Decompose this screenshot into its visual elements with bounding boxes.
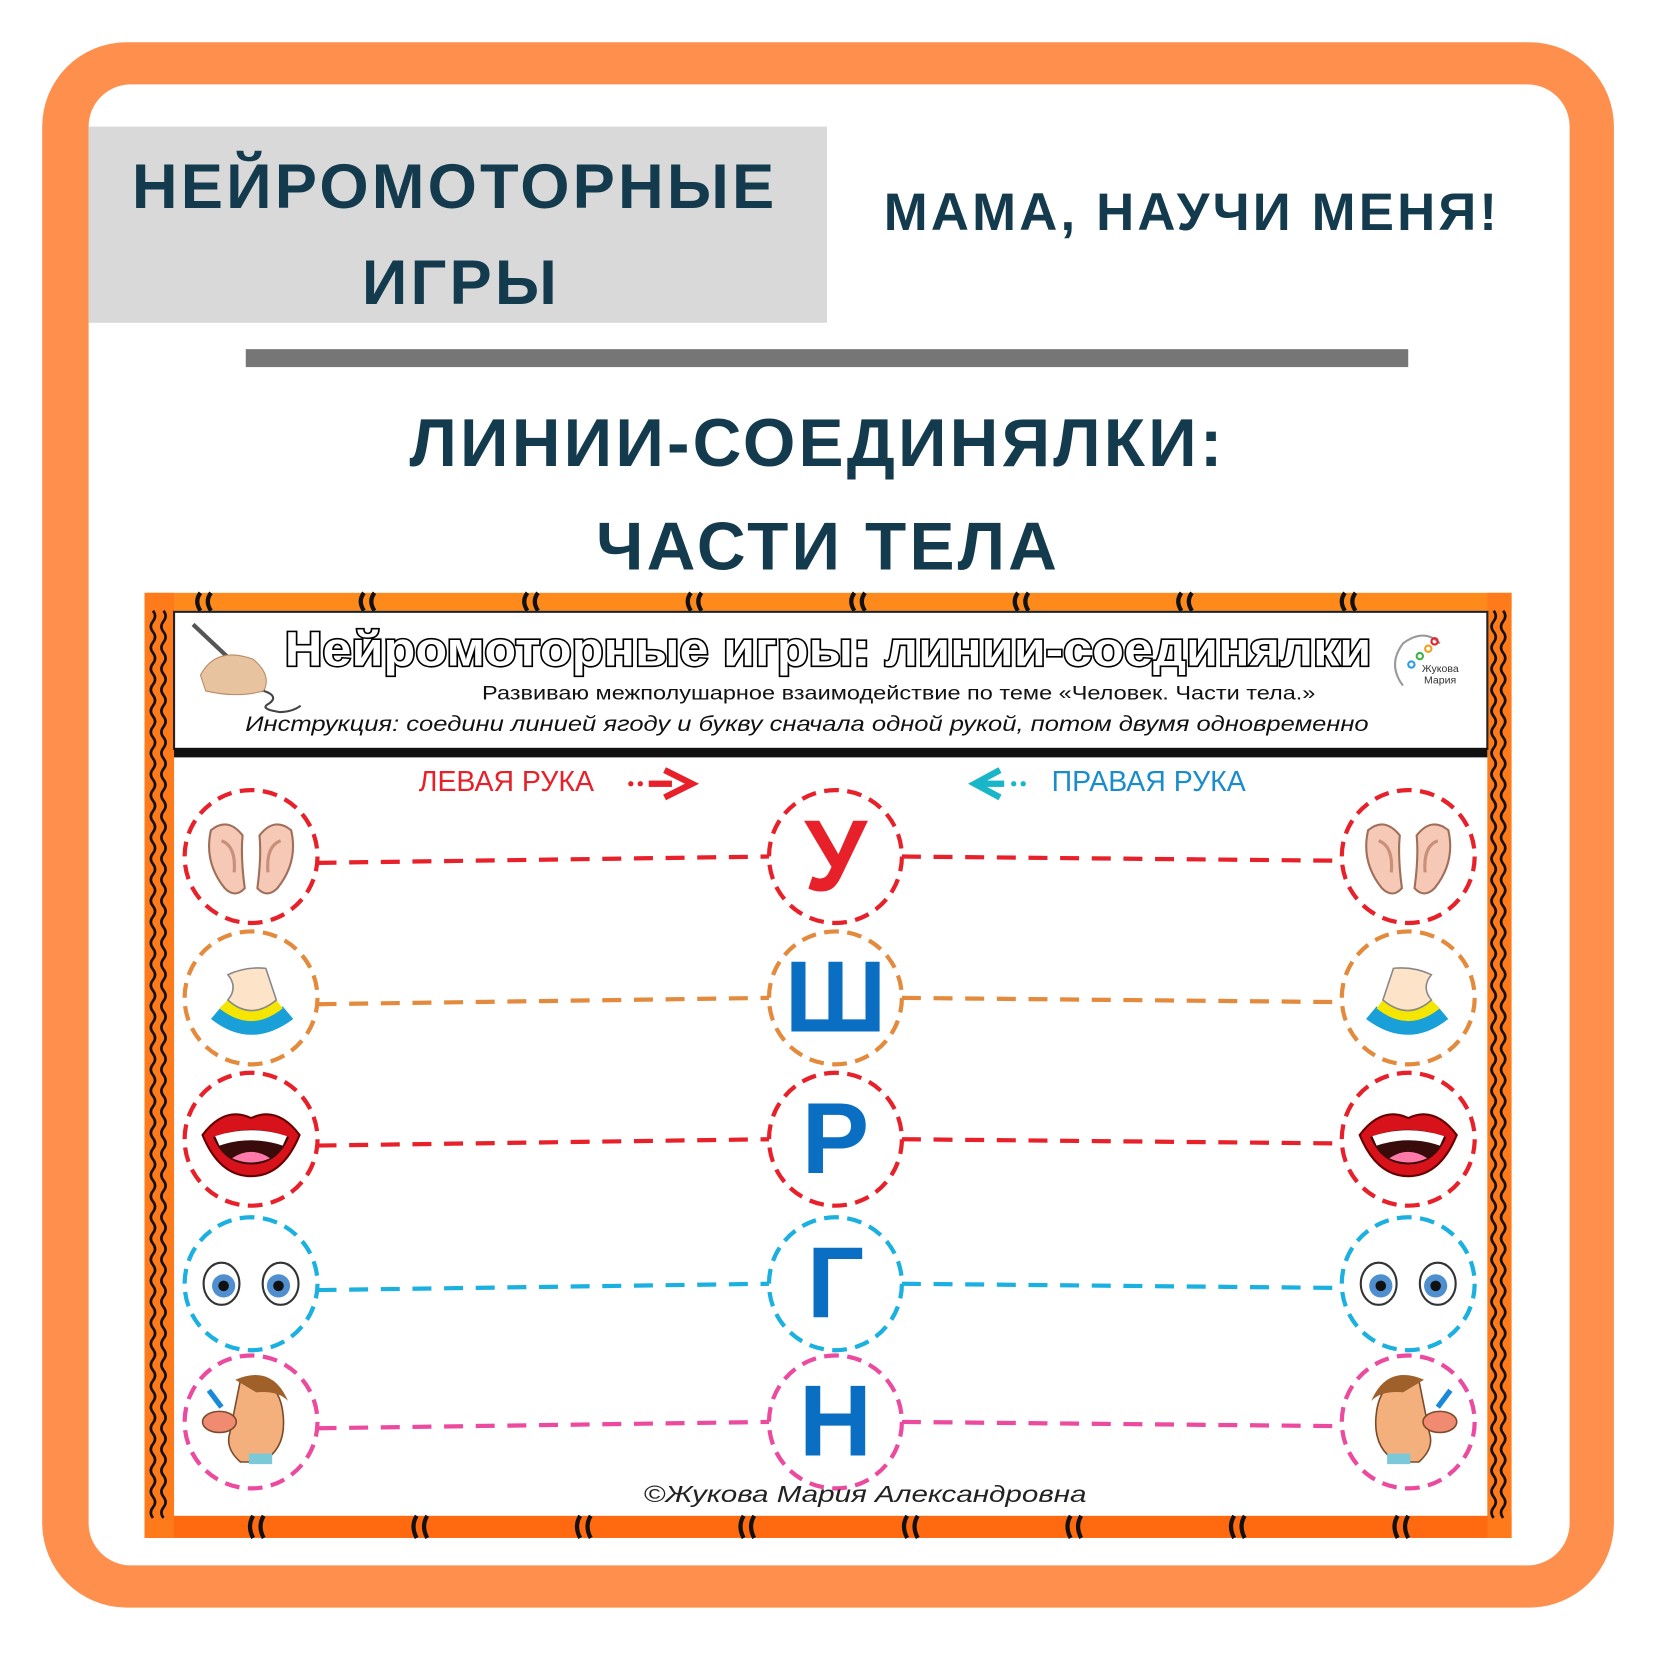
series-title-line2: ИГРЫ	[362, 248, 560, 318]
matching-row: Ш	[182, 929, 1477, 1067]
worksheet-subtitle: Развиваю межполушарное взаимодействие по…	[482, 683, 1315, 704]
nose-picture-icon	[1371, 1374, 1458, 1465]
border-stripe	[849, 591, 867, 612]
border-stripe	[1339, 591, 1358, 612]
border-stripe	[1228, 1514, 1247, 1539]
letter-circle[interactable]	[766, 1070, 905, 1208]
right-dashed-line[interactable]	[901, 854, 1342, 863]
left-border-band	[144, 592, 175, 1538]
letter-circle[interactable]	[766, 1215, 905, 1353]
left-dashed-line[interactable]	[317, 1419, 770, 1431]
worksheet-image: Нейромоторные игры: линии-соединялки Раз…	[144, 591, 1512, 1539]
right-picture-circle[interactable]	[1339, 1215, 1477, 1353]
eyes-picture-icon	[202, 1261, 300, 1306]
right-dashed-line[interactable]	[901, 995, 1342, 1005]
matching-row: Р	[182, 1070, 1477, 1208]
worksheet-header-panel	[172, 610, 1489, 750]
logo-text-2: Мария	[1424, 675, 1456, 687]
border-stripe	[1392, 1514, 1411, 1539]
right-hand-label: ПРАВАЯ РУКА	[1052, 766, 1246, 798]
left-dashed-line[interactable]	[317, 995, 770, 1007]
border-stripe	[411, 1514, 430, 1539]
letter: У	[804, 799, 868, 912]
matching-row: Г	[182, 1215, 1477, 1353]
left-dashed-line[interactable]	[317, 1137, 770, 1148]
neck-picture-icon	[1366, 967, 1449, 1035]
right-dashed-line[interactable]	[901, 1137, 1342, 1146]
divider	[245, 349, 1409, 368]
letter: Н	[799, 1365, 872, 1478]
border-wavy-line	[1499, 609, 1507, 1519]
left-picture-circle[interactable]	[182, 787, 320, 926]
border-stripe	[522, 591, 540, 612]
border-stripe	[195, 591, 213, 612]
right-dashed-line[interactable]	[901, 1419, 1342, 1429]
letter-circle[interactable]	[766, 929, 905, 1067]
border-stripe	[1012, 591, 1031, 612]
page-title-line2: ЧАСТИ ТЕЛА	[596, 510, 1060, 585]
letter-circle[interactable]	[766, 787, 905, 926]
letter-circle[interactable]	[766, 1353, 905, 1491]
eyes-picture-icon	[1359, 1261, 1457, 1306]
letter: Р	[802, 1082, 870, 1195]
neck-picture-icon	[210, 967, 294, 1035]
right-dashed-line[interactable]	[901, 1281, 1342, 1291]
mouth-picture-icon	[1358, 1113, 1458, 1178]
border-stripe	[247, 1514, 266, 1539]
logo-text-1: Жукова	[1422, 663, 1459, 675]
matching-row: У	[182, 787, 1477, 926]
border-stripe	[901, 1514, 920, 1539]
border-stripe	[1176, 591, 1194, 612]
border-wavy-line	[1490, 609, 1498, 1519]
worksheet-instruction: Инструкция: соедини линией ягоду и букву…	[245, 713, 1369, 736]
matching-row: Н	[182, 1353, 1477, 1491]
right-arrow-icon	[628, 767, 700, 801]
border-stripe	[358, 591, 377, 612]
nose-picture-icon	[201, 1374, 288, 1465]
border-wavy-line	[160, 609, 167, 1519]
author-logo: Жукова Мария	[1393, 634, 1459, 687]
top-border-band	[144, 592, 1512, 611]
page-title-line1: ЛИНИИ-СОЕДИНЯЛКИ:	[410, 406, 1226, 481]
slogan: МАМА, НАУЧИ МЕНЯ!	[884, 183, 1500, 242]
worksheet-title: Нейромоторные игры: линии-соединялки	[285, 623, 1371, 677]
left-picture-circle[interactable]	[182, 1215, 320, 1353]
left-arrow-icon	[968, 767, 1026, 801]
series-box	[88, 126, 828, 323]
copyright: ©Жукова Мария Александровна	[643, 1481, 1086, 1507]
border-stripe	[738, 1514, 757, 1539]
hand-pen-icon	[191, 622, 302, 714]
series-title-line1: НЕЙРОМОТОРНЫЕ	[132, 151, 777, 222]
border-wavy-line	[149, 609, 157, 1519]
letter: Ш	[785, 941, 887, 1054]
worksheet-border	[144, 591, 1512, 1539]
border-stripe	[574, 1514, 593, 1539]
mouth-picture-icon	[201, 1113, 301, 1178]
left-dashed-line[interactable]	[317, 1281, 770, 1293]
ears-picture-icon	[1365, 823, 1452, 895]
ears-picture-icon	[208, 823, 295, 895]
left-hand-label: ЛЕВАЯ РУКА	[419, 766, 594, 798]
bottom-border-band	[144, 1515, 1512, 1538]
header-black-line	[174, 747, 1488, 758]
border-stripe	[685, 591, 704, 612]
right-picture-circle[interactable]	[1339, 787, 1477, 926]
letter: Г	[807, 1227, 864, 1340]
left-dashed-line[interactable]	[317, 854, 770, 865]
border-stripe	[1065, 1514, 1084, 1539]
